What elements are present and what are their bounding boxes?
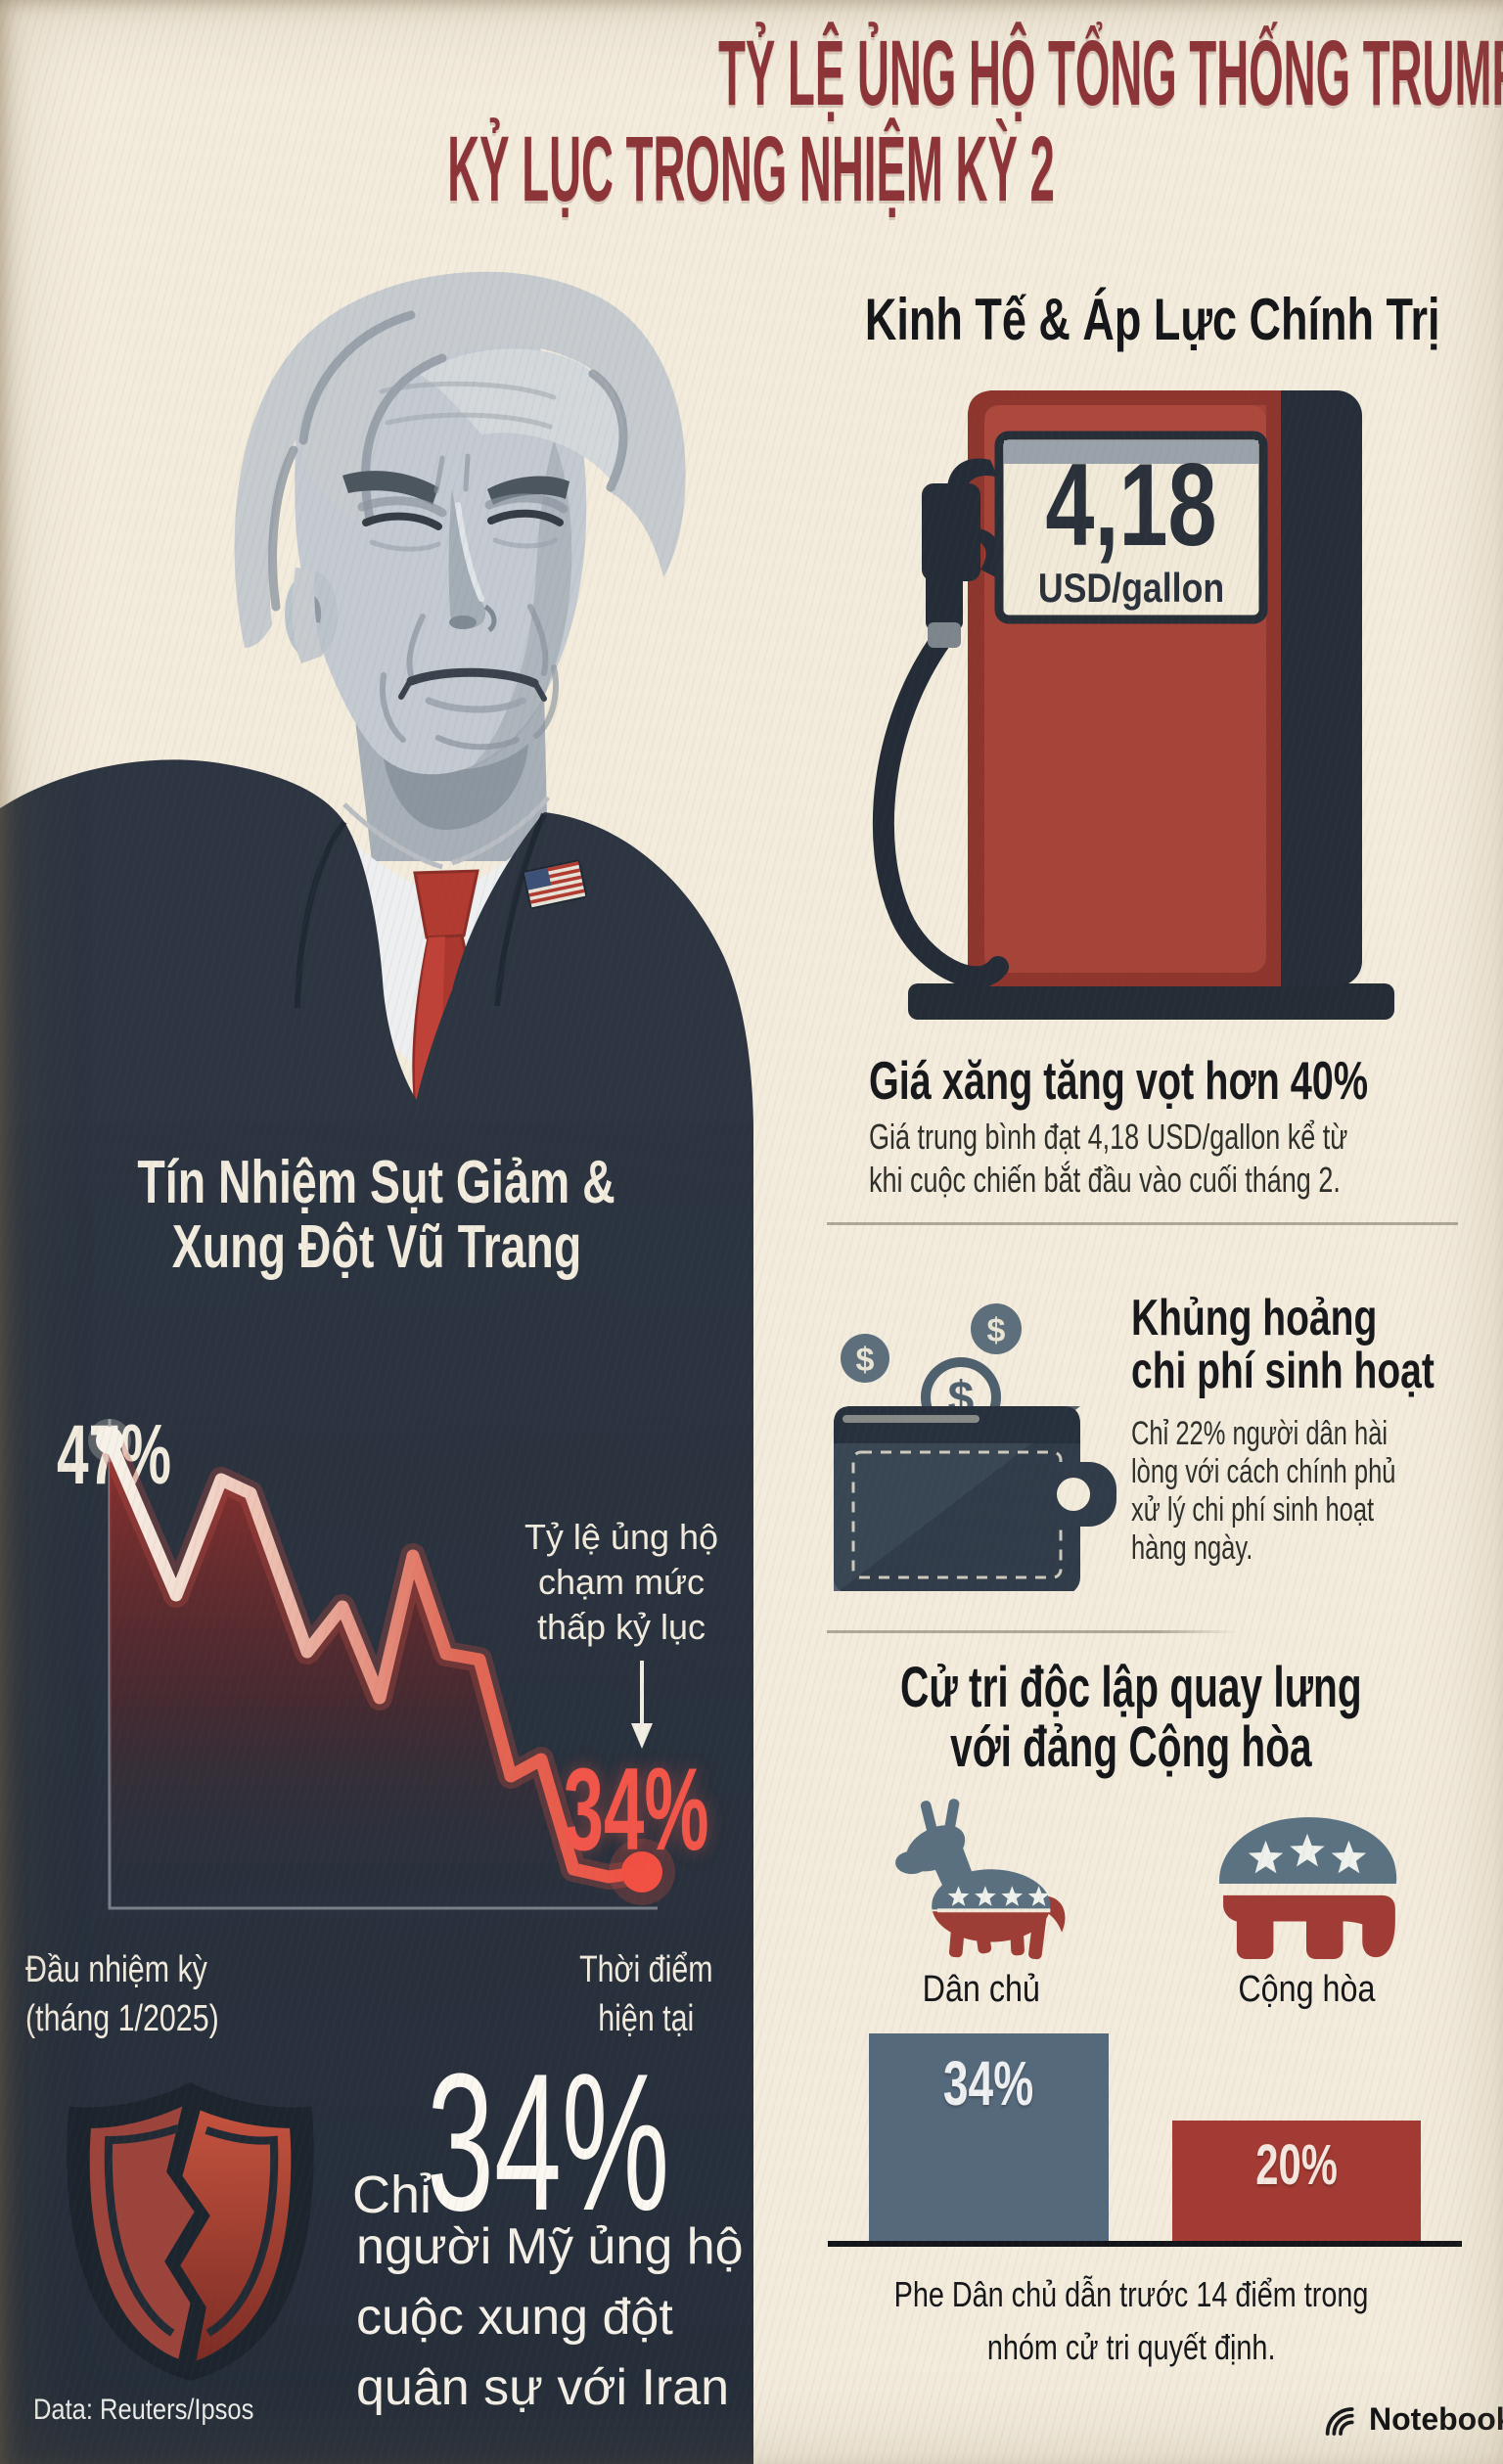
iran-stat-prefix: Chỉ — [352, 2166, 433, 2224]
approval-line-chart — [88, 1419, 675, 1910]
cracked-shield-icon — [67, 2082, 314, 2381]
republican-elephant-icon — [1219, 1817, 1397, 1960]
brand-lockup: NotebookLM — [1321, 2399, 1503, 2439]
republican-bar-value: 20% — [1255, 2133, 1338, 2197]
flag-pin-icon — [523, 859, 587, 909]
iran-stat-value: 34% — [427, 2033, 670, 2252]
arrow-down-icon — [631, 1661, 653, 1749]
chart-annotation: Tỷ lệ ủng hộ chạm mức thấp kỷ lục — [524, 1517, 719, 1647]
iran-stat-line3: quân sự với Iran — [356, 2359, 730, 2416]
republican-bar: 20% — [1172, 2121, 1421, 2244]
voters-heading: Cử tri độc lập quay lưng với đảng Cộng h… — [900, 1656, 1362, 1779]
left-dark-panel: Tín Nhiệm Sụt Giảm & Xung Đột Vũ Trang 4… — [0, 1125, 753, 2464]
chart-end-value-label: 34% — [563, 1744, 709, 1875]
democrat-label: Dân chủ — [922, 1969, 1041, 2010]
page-title-line1: TỶ LỆ ỦNG HỘ TỔNG THỐNG TRUMP RƠI XUỐNG … — [718, 22, 1503, 125]
gas-body-text: Giá trung bình đạt 4,18 USD/gallon kể từ… — [869, 1117, 1348, 1200]
brand-name: NotebookLM — [1369, 2400, 1503, 2437]
iran-stat-line1: người Mỹ ủng hộ — [356, 2218, 744, 2275]
coin-icon: $ — [971, 1303, 1022, 1354]
chart-line — [103, 1434, 649, 1884]
chart-area-fill — [110, 1440, 642, 1906]
bar-chart-baseline — [828, 2241, 1462, 2247]
cost-of-living-body: Chỉ 22% người dân hài lòng với cách chín… — [1131, 1415, 1396, 1567]
x-axis-label-start: Đầu nhiệm kỳ (tháng 1/2025) — [25, 1949, 219, 2039]
gas-price-unit: USD/gallon — [1038, 566, 1224, 611]
x-axis-label-end: Thời điểm hiện tại — [578, 1949, 713, 2039]
democrat-donkey-icon — [895, 1799, 1066, 1960]
right-section-heading: Kinh Tế & Áp Lực Chính Trị — [864, 287, 1440, 352]
left-section-heading: Tín Nhiệm Sụt Giảm & Xung Đột Vũ Trang — [137, 1149, 616, 1281]
iran-stat-line2: cuộc xung đột — [356, 2289, 673, 2346]
wallet-coins-icon: $ $ $ — [834, 1303, 1116, 1591]
democrat-bar-value: 34% — [943, 2048, 1034, 2119]
fuel-nozzle-icon — [922, 458, 1002, 630]
data-source-credit: Data: Reuters/Ipsos — [33, 2394, 254, 2426]
notebooklm-logo-icon — [1325, 2407, 1354, 2436]
chart-start-dot — [96, 1427, 123, 1454]
democrat-bar: 34% — [869, 2033, 1109, 2244]
svg-text:$: $ — [987, 1312, 1006, 1349]
page-title-line2: KỶ LỤC TRONG NHIỆM KỲ 2 — [447, 117, 1056, 221]
republican-label: Cộng hòa — [1237, 1969, 1376, 2010]
section-divider-2 — [827, 1630, 1238, 1633]
section-divider-1 — [827, 1222, 1458, 1225]
bar-chart-caption: Phe Dân chủ dẫn trước 14 điểm trong nhóm… — [893, 2274, 1369, 2367]
gas-price-value: 4,18 — [1045, 440, 1216, 571]
svg-text:$: $ — [856, 1342, 875, 1379]
chart-end-dot — [621, 1851, 662, 1893]
wallet-clasp — [1030, 1462, 1116, 1527]
gas-headline: Giá xăng tăng vọt hơn 40% — [869, 1050, 1369, 1111]
trump-portrait-illustration — [0, 271, 753, 1125]
coin-icon: $ — [841, 1334, 889, 1383]
cost-of-living-heading: Khủng hoảng chi phí sinh hoạt — [1131, 1290, 1435, 1399]
pump-price-display: 4,18 USD/gallon — [994, 431, 1268, 624]
gas-pump-icon: 4,18 USD/gallon — [872, 390, 1394, 1020]
